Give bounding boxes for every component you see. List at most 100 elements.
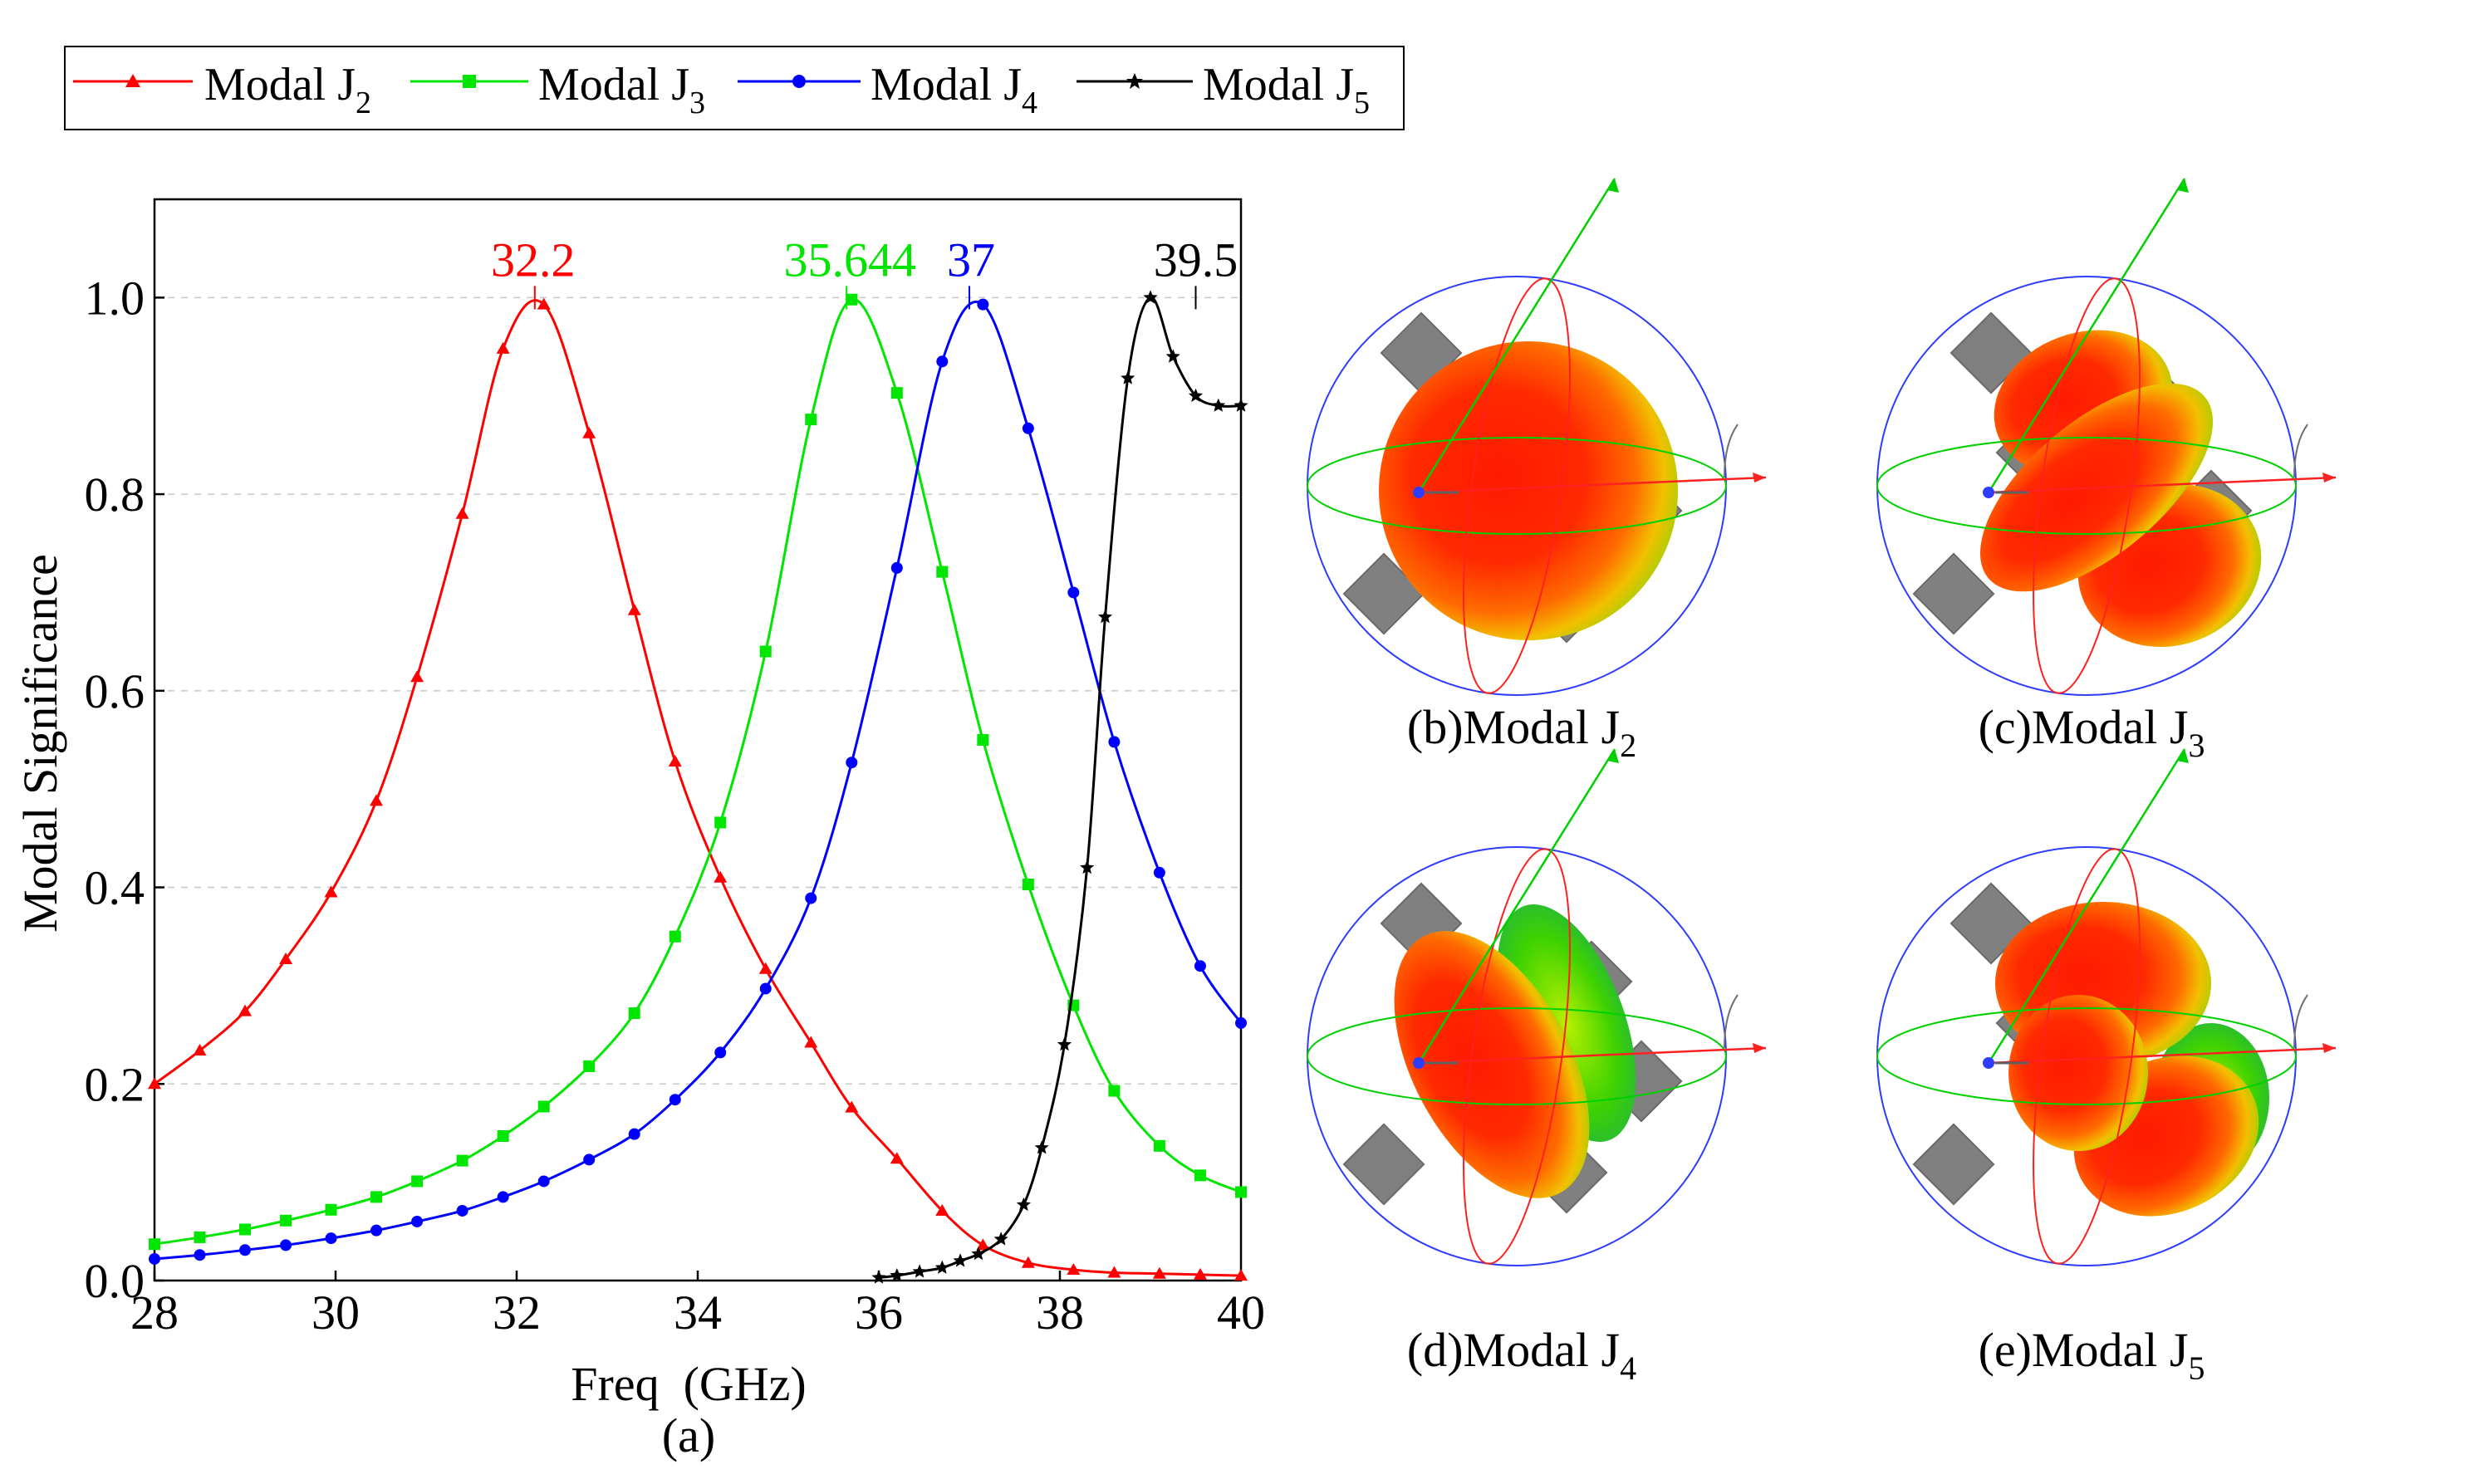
data-point-j5 (1165, 349, 1180, 363)
data-point-j4 (1235, 1016, 1247, 1029)
data-point-j3 (1108, 1085, 1121, 1097)
data-point-j3 (370, 1191, 383, 1203)
series-line-j4 (154, 300, 1243, 1261)
antenna-patch (1912, 1123, 1995, 1206)
x-axis-arrowhead (1753, 473, 1766, 482)
data-point-j5 (1188, 388, 1204, 402)
panel-caption-sub: 4 (1620, 1349, 1636, 1387)
phi-arrow (1724, 994, 1739, 1049)
data-point-j4 (239, 1244, 251, 1256)
data-point-j4 (280, 1239, 292, 1251)
azimuth-ring (1876, 1007, 2297, 1105)
data-point-j4 (194, 1249, 206, 1261)
data-point-j2 (758, 962, 772, 974)
origin-dot (1413, 1057, 1425, 1069)
y-axis-arrowhead (2177, 179, 2189, 193)
panel-caption: (c)Modal J3 (1979, 700, 2205, 764)
x-axis-arrow (1418, 1046, 1767, 1065)
y-axis-arrowhead (1607, 749, 1619, 763)
data-point-j3 (846, 293, 858, 306)
data-point-j2 (890, 1152, 904, 1164)
data-point-j3 (280, 1214, 292, 1227)
y-tick-label: 0.2 (85, 1057, 145, 1111)
x-tick-label: 36 (855, 1286, 903, 1340)
axes: 0.0 0.2 0.4 0.6 0.8 1.0 28 30 32 34 36 38 40 (85, 198, 1265, 1340)
series-line-j3 (154, 298, 1242, 1246)
data-point-j5 (971, 1246, 986, 1261)
legend-entry-j4: Modal J4 (738, 59, 1037, 120)
legend-marker-j4 (792, 75, 806, 88)
y-axis-arrowhead (1607, 179, 1619, 193)
x-axis-arrow (1988, 1046, 2337, 1065)
y-axis-label: Modal Significance (13, 554, 67, 933)
radiation-pattern-3d-icon (1876, 748, 2337, 1266)
legend-label-j2: Modal J2 (204, 59, 371, 120)
data-point-j4 (805, 892, 817, 904)
data-point-j5 (1211, 398, 1226, 412)
data-point-j3 (194, 1231, 206, 1243)
data-point-j5 (912, 1264, 927, 1278)
data-point-j2 (1193, 1267, 1207, 1280)
modal-significance-chart: 0.0 0.2 0.4 0.6 0.8 1.0 28 30 32 34 36 38 40 32.2 35.… (13, 198, 1265, 1462)
legend-marker-j2 (125, 74, 140, 87)
panel-caption-main: (d)Modal J (1407, 1323, 1620, 1377)
azimuth-ring (1876, 437, 2297, 535)
data-point-j4 (890, 561, 903, 574)
data-point-j4 (977, 298, 989, 311)
data-point-j3 (759, 645, 772, 658)
series-j2 (148, 297, 1248, 1281)
data-point-j2 (976, 1238, 990, 1251)
data-point-j4 (583, 1153, 596, 1166)
elevation-ring (1463, 848, 1571, 1265)
data-point-j4 (1194, 960, 1206, 972)
data-point-j2 (714, 870, 728, 883)
elevation-ring (1463, 277, 1571, 694)
data-point-j3 (239, 1223, 251, 1236)
antenna-patch (1342, 552, 1425, 635)
data-point-j4 (759, 982, 772, 995)
data-point-j4 (628, 1128, 640, 1140)
pattern-panel-4: (e)Modal J5 (1876, 748, 2337, 1387)
data-point-j4 (1067, 586, 1080, 599)
data-point-j2 (804, 1036, 818, 1048)
legend-label-j5: Modal J5 (1203, 59, 1370, 120)
panel-caption-main: (c)Modal J (1979, 700, 2189, 754)
peak-label-j3: 35.644 (783, 233, 916, 287)
phi-arrow (2293, 994, 2308, 1049)
panel-caption-main: (b)Modal J (1407, 700, 1620, 754)
radiation-pattern-3d-icon (1876, 178, 2337, 696)
legend-entry-j5: Modal J5 (1077, 59, 1370, 120)
x-axis-label: Freq (GHz) (571, 1357, 806, 1411)
data-point-j3 (628, 1007, 640, 1020)
data-point-j3 (714, 816, 727, 829)
data-point-j5 (934, 1260, 949, 1274)
data-point-j4 (370, 1224, 383, 1237)
y-axis-arrow (1417, 178, 1616, 493)
data-point-j5 (1234, 398, 1248, 412)
radiation-lobe (1394, 931, 1590, 1198)
y-tick-label: 0.0 (85, 1254, 145, 1308)
peak-label-j2: 32.2 (491, 233, 576, 287)
data-point-j3 (537, 1100, 550, 1113)
x-axis-arrow (1988, 476, 2337, 494)
x-tick-label: 40 (1217, 1286, 1265, 1340)
legend-entry-j2: Modal J2 (73, 59, 371, 120)
data-point-j2 (1021, 1256, 1035, 1268)
origin-dot (1413, 487, 1425, 498)
plot-frame (153, 198, 1243, 1282)
x-tick-label: 32 (493, 1286, 541, 1340)
data-point-j2 (1107, 1266, 1121, 1278)
legend-marker-j3 (463, 75, 476, 88)
data-point-j3 (1153, 1139, 1165, 1152)
data-point-j2 (1067, 1262, 1081, 1275)
data-point-j5 (1034, 1140, 1049, 1154)
pattern-panel-1: (b)Modal J2 (1307, 178, 1767, 764)
pattern-panel-3: (d)Modal J4 (1307, 748, 1767, 1387)
data-point-j4 (669, 1094, 681, 1106)
data-point-j2 (627, 603, 641, 615)
legend: Modal J2 Modal J3 Modal J4 Modal J5 (64, 46, 1405, 130)
x-axis-arrowhead (2322, 1043, 2336, 1053)
data-point-j4 (325, 1232, 337, 1245)
data-point-j4 (411, 1215, 424, 1227)
